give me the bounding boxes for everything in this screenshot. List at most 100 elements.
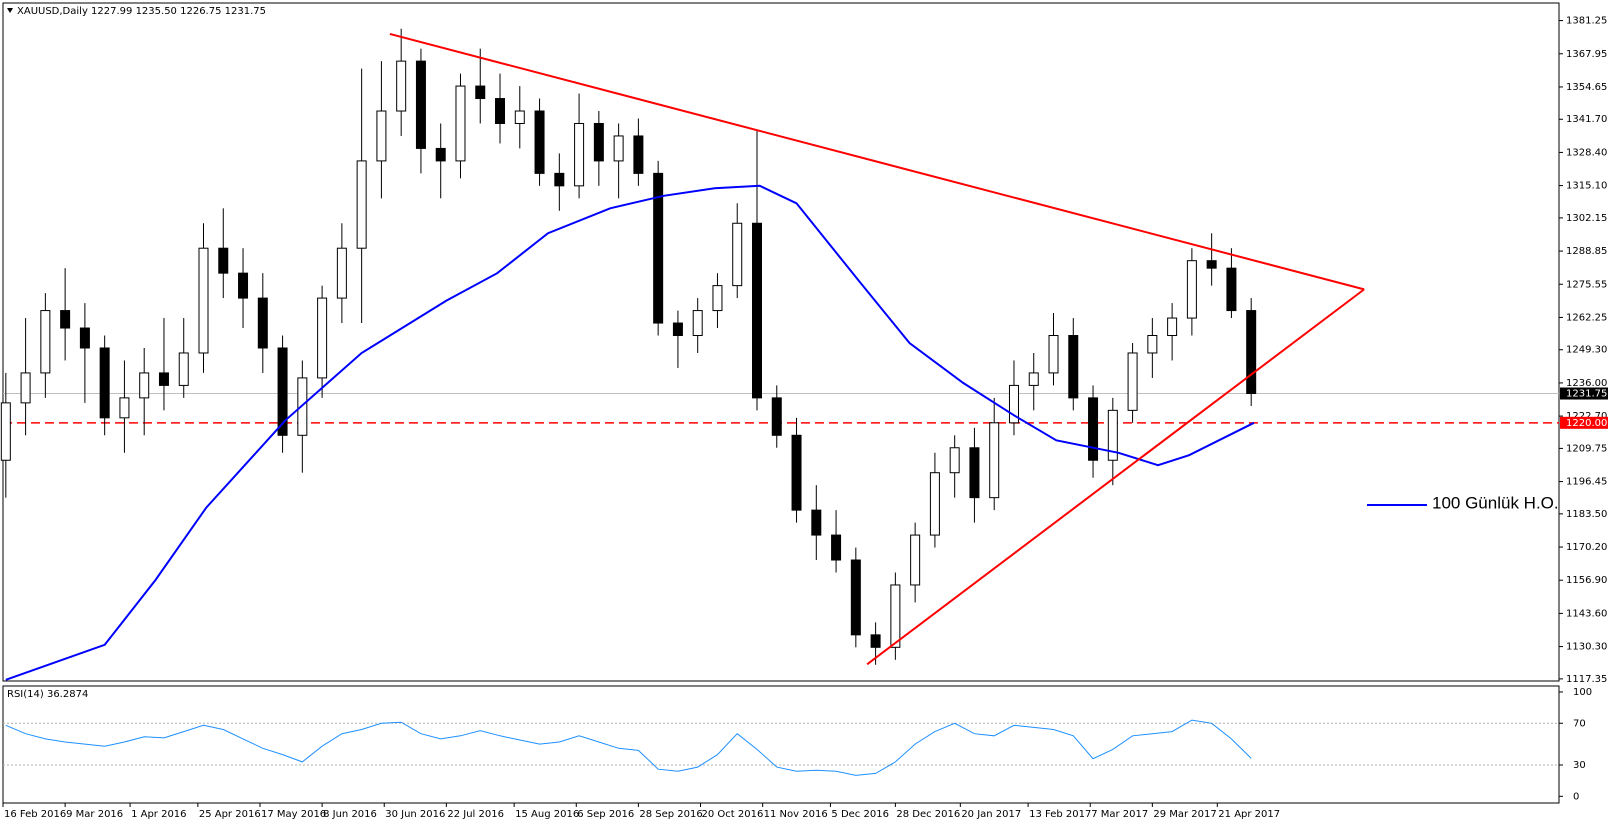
candle-body <box>969 447 980 499</box>
candle-body <box>751 222 762 399</box>
candle-body <box>850 559 861 636</box>
rsi-tick-label: 100 <box>1573 687 1592 698</box>
candle-body <box>475 85 486 100</box>
candle-body <box>771 397 782 436</box>
candle-body <box>890 584 901 648</box>
candle-body <box>672 322 683 337</box>
price-panel <box>2 2 1560 682</box>
y-tick-label: 1249.30 <box>1566 345 1607 356</box>
candle-body <box>534 110 545 174</box>
candle-body <box>455 85 466 162</box>
candle-body <box>633 135 644 174</box>
x-tick-label: 13 Feb 2017 <box>1029 809 1091 820</box>
candle-body <box>1127 352 1138 411</box>
candle-body <box>1008 384 1019 424</box>
candle-body <box>218 247 229 274</box>
legend-text: 100 Günlük H.O. <box>1432 493 1559 512</box>
candle-body <box>60 310 71 329</box>
y-tick-label: 1367.95 <box>1566 49 1607 60</box>
x-tick-label: 11 Nov 2016 <box>764 809 828 820</box>
level-label: 1231.75 <box>1566 389 1607 400</box>
rsi-line <box>5 719 1252 776</box>
candle-body <box>178 352 189 386</box>
x-tick-label: 29 Mar 2017 <box>1153 809 1216 820</box>
candle-body <box>1167 317 1178 337</box>
x-tick-label: 6 Sep 2016 <box>577 809 634 820</box>
candle-body <box>831 534 842 561</box>
y-tick-label: 1222.70 <box>1566 411 1607 422</box>
candle-body <box>79 327 90 349</box>
candle-body <box>495 98 506 124</box>
candle-body <box>692 310 703 337</box>
candle-body <box>396 60 407 112</box>
candle-body <box>99 347 110 419</box>
chart-title: XAUUSD,Daily 1227.99 1235.50 1226.75 123… <box>17 6 266 17</box>
candle-body <box>712 285 723 312</box>
level-label: 1220.00 <box>1566 418 1607 429</box>
candle-body <box>514 110 525 124</box>
y-tick-label: 1354.65 <box>1566 82 1607 93</box>
x-tick-label: 20 Jan 2017 <box>961 809 1021 820</box>
candle-body <box>415 60 426 149</box>
rsi-title: RSI(14) 36.2874 <box>7 689 88 700</box>
candle-body <box>870 634 881 648</box>
candle-body <box>653 172 664 324</box>
rsi-panel <box>2 685 1560 804</box>
x-tick-label: 5 Dec 2016 <box>831 809 889 820</box>
trendline <box>389 32 1365 291</box>
candle-body <box>1186 260 1197 319</box>
x-tick-label: 15 Aug 2016 <box>515 809 579 820</box>
candle-body <box>949 447 960 474</box>
y-tick-label: 1341.70 <box>1566 114 1607 125</box>
y-tick-label: 1288.85 <box>1566 246 1607 257</box>
y-tick-label: 1302.15 <box>1566 213 1607 224</box>
candle-body <box>929 472 940 536</box>
x-tick-label: 1 Apr 2016 <box>131 809 186 820</box>
candle-body <box>40 310 51 374</box>
candle-body <box>593 122 604 162</box>
rsi-tick-label: 70 <box>1573 718 1586 729</box>
x-tick-label: 21 Apr 2017 <box>1218 809 1280 820</box>
candle-body <box>257 297 268 349</box>
x-tick-label: 22 Jul 2016 <box>447 809 504 820</box>
candle-body <box>1107 409 1118 461</box>
candle-body <box>119 397 130 419</box>
y-tick-label: 1209.75 <box>1566 443 1607 454</box>
candle-body <box>811 509 822 536</box>
x-tick-label: 8 Jun 2016 <box>323 809 377 820</box>
candle-body <box>238 272 249 299</box>
x-tick-label: 17 May 2016 <box>261 809 326 820</box>
candle-body <box>1206 260 1217 269</box>
candle-body <box>376 110 387 162</box>
candle-body <box>198 247 209 354</box>
menu-arrow <box>7 8 13 13</box>
y-tick-label: 1328.40 <box>1566 147 1607 158</box>
trendline <box>866 288 1365 666</box>
candle-body <box>791 434 802 511</box>
candle-body <box>1068 335 1079 399</box>
y-tick-label: 1315.10 <box>1566 181 1607 192</box>
candle-body <box>910 534 921 586</box>
x-tick-label: 25 Apr 2016 <box>199 809 261 820</box>
y-tick-label: 1130.30 <box>1566 642 1607 653</box>
y-tick-label: 1262.25 <box>1566 312 1607 323</box>
candle-body <box>0 402 11 461</box>
candle-body <box>317 297 328 379</box>
x-tick-label: 16 Feb 2016 <box>4 809 66 820</box>
candle-body <box>554 172 565 187</box>
y-tick-label: 1275.55 <box>1566 279 1607 290</box>
x-tick-label: 30 Jun 2016 <box>385 809 445 820</box>
candle-body <box>574 122 585 187</box>
x-tick-label: 20 Oct 2016 <box>702 809 764 820</box>
moving-average <box>5 184 1255 681</box>
candle-body <box>356 160 367 249</box>
y-tick-label: 1236.00 <box>1566 378 1607 389</box>
rsi-tick-label: 0 <box>1573 791 1579 802</box>
candle-body <box>20 372 31 404</box>
candle-body <box>139 372 150 399</box>
candle-body <box>732 222 743 287</box>
y-tick-label: 1183.50 <box>1566 509 1607 520</box>
x-tick-label: 7 Mar 2017 <box>1091 809 1148 820</box>
